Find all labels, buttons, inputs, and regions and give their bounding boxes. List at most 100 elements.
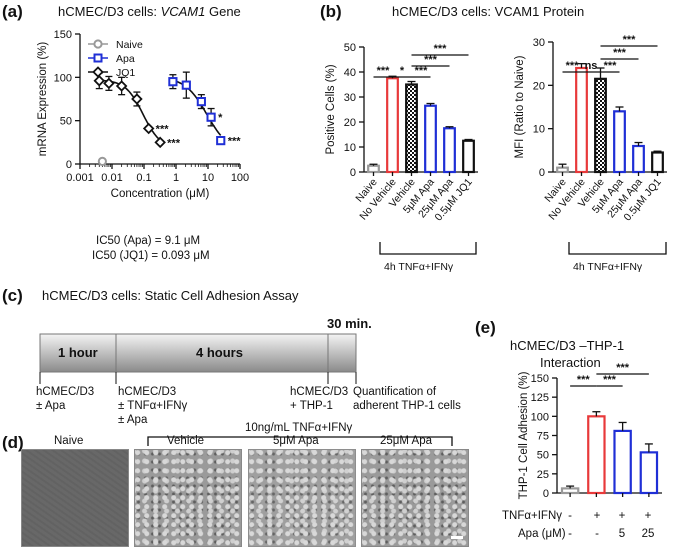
bar: [613, 429, 632, 495]
y-tick-label: 10: [344, 142, 356, 154]
significance-label: ***: [434, 43, 448, 55]
bar: [560, 487, 580, 495]
step-4-line-1: Quantification of: [353, 386, 437, 398]
y-axis-label: THP-1 Cell Adhesion (%): [518, 371, 530, 499]
legend-jq1: JQ1: [116, 67, 135, 79]
x-tick-label: 0.01: [101, 172, 122, 184]
panel-b-title: hCMEC/D3 cells: VCAM1 Protein: [392, 4, 584, 19]
panel-b-left-bracket-label: 4h TNFα+IFNγ: [384, 261, 454, 273]
significance-label: ***: [603, 374, 617, 386]
y-tick-label: 50: [344, 42, 356, 54]
x-tick-label: 10: [202, 172, 214, 184]
micrograph-naive: [21, 449, 129, 547]
y-tick-label: 20: [344, 117, 356, 129]
row1-cell: +: [619, 510, 626, 522]
panel-d-header: 10ng/mL TNFα+IFNγ Naive Vehicle 5μM Apa …: [54, 422, 453, 447]
jq1-point: [131, 93, 143, 105]
naive-point: [97, 156, 107, 166]
step-3-line-1: hCMEC/D3: [290, 386, 348, 398]
significance-label: ***: [415, 65, 429, 77]
x-tick-label: 0.1: [136, 172, 151, 184]
jq1-point: [115, 80, 128, 92]
significance-label: *: [218, 112, 223, 124]
significance-label: ***: [377, 65, 391, 77]
jq1-point: [154, 136, 166, 149]
y-tick-label: 30: [344, 92, 356, 104]
x-tick-label: 0.001: [66, 172, 94, 184]
y-tick-label: 125: [531, 392, 549, 404]
step-1-line-1: hCMEC/D3: [36, 386, 94, 398]
step-1-line-2: ± Apa: [36, 400, 66, 412]
significance-label: ***: [156, 123, 170, 135]
timeline-segment-2: [115, 333, 329, 373]
y-tick-label: 50: [60, 116, 72, 128]
timeline: 1 hour 4 hours 30 min.: [39, 316, 372, 384]
timeline-steps: hCMEC/D3 ± Apa hCMEC/D3 ± TNFα+IFNγ ± Ap…: [36, 386, 461, 426]
y-tick-label: 0: [350, 167, 356, 179]
panel-c-title: hCMEC/D3 cells: Static Cell Adhesion Ass…: [42, 288, 299, 303]
y-tick-label: 50: [537, 450, 549, 462]
y-tick-label: 0: [539, 167, 545, 179]
legend-jq1-marker: [92, 66, 104, 78]
row-label-apa: Apa (μM): [518, 528, 566, 540]
timeline-label-2: 4 hours: [196, 345, 243, 360]
significance-label: ***: [616, 362, 630, 374]
bar: [367, 164, 380, 174]
legend-apa-marker: [93, 53, 103, 63]
image-label-vehicle: Vehicle: [167, 435, 204, 447]
jq1-point: [142, 122, 155, 135]
y-tick-label: 10: [533, 124, 545, 136]
x-axis-label: Concentration (μM): [111, 188, 210, 200]
panel-e-condition-table: TNFα+IFNγ Apa (μM) - + + + - - 5 25: [502, 510, 654, 540]
significance-label: ***: [604, 60, 618, 72]
row1-cell: -: [568, 510, 572, 522]
y-tick-label: 100: [531, 411, 549, 423]
panel-a-title: hCMEC/D3 cells: VCAM1 Gene: [58, 4, 241, 19]
legend-naive: Naive: [116, 39, 143, 51]
image-label-naive: Naive: [54, 435, 83, 447]
row-label-tnf: TNFα+IFNγ: [502, 510, 562, 522]
bar: [424, 104, 437, 174]
y-tick-label: 0: [543, 488, 549, 500]
y-axis-label: mRNA Expression (%): [37, 42, 49, 157]
micrograph-25um-apa: [361, 449, 469, 547]
bar: [639, 451, 659, 495]
apa-point: [181, 80, 191, 90]
panel-e-title-line-2: Interaction: [540, 355, 601, 370]
significance-label: ***: [228, 136, 242, 148]
y-tick-label: 75: [537, 431, 549, 443]
apa-point: [196, 97, 206, 107]
step-2-line-1: hCMEC/D3: [118, 386, 176, 398]
bar: [443, 127, 456, 174]
panel-label-a: (a): [2, 2, 23, 21]
y-tick-label: 100: [54, 72, 72, 84]
image-label-5um-apa: 5μM Apa: [273, 435, 319, 447]
significance-label: ***: [424, 54, 438, 66]
y-tick-label: 150: [54, 29, 72, 41]
row2-cell: 5: [619, 528, 625, 540]
timeline-segment-3: [327, 333, 357, 373]
x-tick-label: 1: [173, 172, 179, 184]
legend-naive-marker: [93, 39, 103, 49]
y-tick-label: 40: [344, 67, 356, 79]
bar: [405, 83, 418, 174]
jq1-point: [103, 77, 115, 90]
y-axis-label: MFI (Ratio to Naive): [514, 55, 526, 158]
image-label-25um-apa: 25μM Apa: [380, 435, 433, 447]
y-tick-label: 150: [531, 373, 549, 385]
panel-b-right-bracket-label: 4h TNFα+IFNγ: [573, 261, 643, 273]
panel-label-c: (c): [2, 286, 23, 305]
timeline-label-1: 1 hour: [58, 345, 98, 360]
micrograph-vehicle: [134, 449, 242, 547]
panel-e-title-line-1: hCMEC/D3 –THP-1: [510, 338, 624, 353]
apa-fit-curve: [172, 79, 222, 136]
panel-label-d: (d): [2, 433, 24, 452]
scale-bar: [451, 536, 463, 539]
apa-point: [206, 112, 216, 122]
panel-label-e: (e): [475, 318, 496, 337]
bar: [556, 166, 569, 174]
significance-label: ns: [585, 60, 598, 72]
